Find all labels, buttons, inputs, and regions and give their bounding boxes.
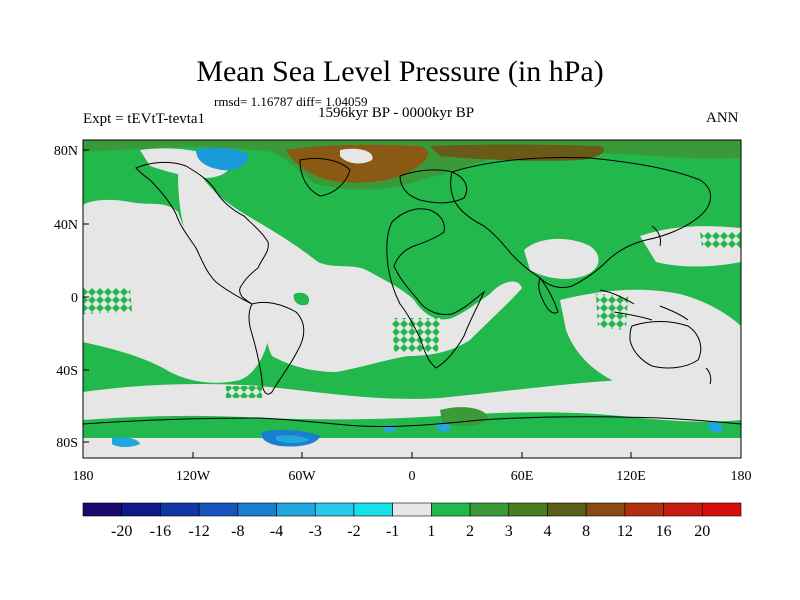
season-label: ANN <box>706 110 739 126</box>
colorbar-swatch <box>121 502 161 517</box>
colorbar-swatch <box>392 502 432 517</box>
lat-label: 40N <box>54 218 78 233</box>
lon-label: 60W <box>288 469 316 484</box>
lon-label: 120W <box>176 469 211 484</box>
coastlines <box>83 157 741 428</box>
colorbar-swatch <box>663 502 703 517</box>
colorbar-label: -8 <box>231 523 244 540</box>
colorbar-swatch <box>276 502 316 517</box>
colorbar-label: 20 <box>694 523 710 540</box>
colorbar-swatch <box>547 502 587 517</box>
lon-label: 120E <box>616 469 646 484</box>
field-strong-positive <box>83 140 741 190</box>
colorbar-label: 12 <box>617 523 633 540</box>
colorbar-swatch <box>160 502 200 517</box>
colorbar-label: 4 <box>543 523 551 540</box>
period-label: 1596kyr BP - 0000kyr BP <box>318 105 475 121</box>
tick-marks <box>82 149 742 458</box>
colorbar-label: -12 <box>188 523 209 540</box>
lat-label: 0 <box>71 291 78 306</box>
colorbar-swatch <box>353 502 393 517</box>
colorbar-label: 3 <box>505 523 513 540</box>
colorbar-swatch <box>431 502 471 517</box>
longitude-labels: 180 120W 60W 0 60E 120E 180 <box>73 469 752 484</box>
colorbar-label: 2 <box>466 523 474 540</box>
colorbar-swatch <box>701 502 742 517</box>
colorbar-label: -2 <box>347 523 360 540</box>
colorbar-swatch <box>82 502 123 517</box>
colorbar-label: -20 <box>111 523 132 540</box>
lat-label: 80N <box>54 144 78 159</box>
colorbar-swatch <box>624 502 664 517</box>
colorbar-swatch <box>469 502 510 517</box>
colorbar-label: -1 <box>386 523 399 540</box>
colorbar-label: 16 <box>656 523 672 540</box>
map-title: Mean Sea Level Pressure (in hPa) <box>196 55 604 88</box>
field-hatched <box>83 232 741 398</box>
colorbar-swatch <box>314 502 355 517</box>
colorbar-labels: -20 -16 -12 -8 -4 -3 -2 -1 1 2 3 4 8 12 16 20 <box>111 523 710 540</box>
experiment-label: Expt = tEVtT-tevta1 <box>83 111 206 127</box>
field-patches <box>293 292 488 427</box>
colorbar-label: 8 <box>582 523 590 540</box>
colorbar-swatch <box>508 502 548 517</box>
field-negative <box>112 147 723 447</box>
colorbar-swatch <box>237 502 277 517</box>
colorbar-label: 1 <box>427 523 435 540</box>
map-field <box>83 140 741 458</box>
stats-text: rmsd= 1.16787 diff= 1.04059 <box>214 94 368 109</box>
lat-label: 40S <box>56 364 78 379</box>
lon-label: 180 <box>731 469 752 484</box>
colorbar-label: -3 <box>309 523 322 540</box>
lon-label: 60E <box>511 469 534 484</box>
latitude-labels: 80N 40N 0 40S 80S <box>54 144 78 451</box>
colorbar-swatch <box>585 502 626 517</box>
colorbar-swatch <box>198 502 239 517</box>
colorbar-label: -16 <box>150 523 171 540</box>
lat-label: 80S <box>56 436 78 451</box>
colorbar-label: -4 <box>270 523 283 540</box>
lon-label: 0 <box>409 469 416 484</box>
lon-label: 180 <box>73 469 94 484</box>
colorbar <box>82 502 742 517</box>
